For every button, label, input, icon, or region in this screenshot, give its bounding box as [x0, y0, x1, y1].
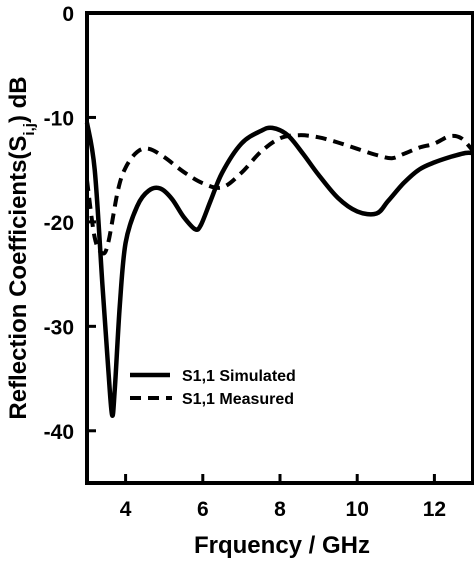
y-axis: 0 -10 -20 -30 -40 — [44, 3, 96, 444]
series-line-simulated — [84, 122, 474, 418]
legend-label-measured: S1,1 Measured — [182, 391, 294, 408]
x-tick-label: 8 — [274, 498, 286, 521]
x-tick-label: 6 — [197, 498, 209, 521]
x-axis: 4 6 8 10 12 — [120, 474, 446, 521]
plot-frame — [85, 11, 474, 485]
y-axis-label: Reflection Coefficients(Si,j) dB — [5, 76, 38, 419]
legend-label-simulated: S1,1 Simulated — [182, 368, 296, 385]
plot-area — [84, 122, 474, 418]
y-axis-label-subscript: i,j — [21, 123, 38, 136]
x-tick-label: 4 — [120, 498, 132, 521]
legend: S1,1 Simulated S1,1 Measured — [130, 368, 296, 408]
y-tick-label: -40 — [44, 421, 74, 444]
x-tick-label: 10 — [346, 498, 369, 521]
y-tick-label: -20 — [44, 212, 74, 235]
y-tick-label: -30 — [44, 316, 74, 339]
y-tick-label: -10 — [44, 107, 74, 130]
x-tick-label: 12 — [423, 498, 446, 521]
y-tick-label: 0 — [62, 3, 74, 26]
x-axis-label: Frquency / GHz — [194, 532, 370, 559]
series-line-measured — [85, 133, 474, 256]
